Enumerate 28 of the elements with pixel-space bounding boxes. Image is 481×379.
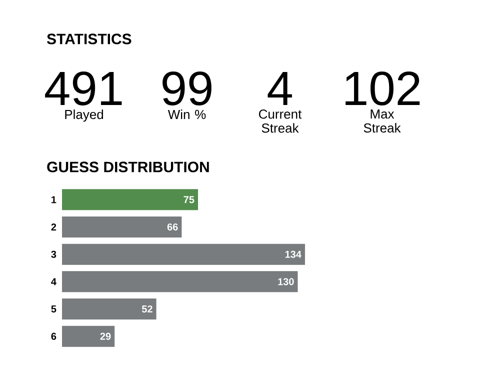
data-label: 102 bbox=[346, 71, 420, 106]
y-tick-label: 5 bbox=[51, 306, 56, 312]
bar bbox=[62, 189, 198, 210]
category-label: Played bbox=[65, 110, 104, 122]
data-label: 491 bbox=[45, 71, 122, 106]
category-label: Max Streak bbox=[364, 110, 401, 133]
data-label: 134 bbox=[285, 250, 302, 258]
y-tick-label: 3 bbox=[51, 250, 56, 258]
y-tick-label: 2 bbox=[51, 224, 56, 230]
y-tick-label: 1 bbox=[52, 196, 56, 204]
chart-title: GUESS DISTRIBUTION bbox=[47, 162, 209, 172]
bar bbox=[62, 298, 156, 320]
data-label: 99 bbox=[162, 71, 212, 106]
data-label: 66 bbox=[167, 223, 178, 231]
data-label: 4 bbox=[268, 72, 292, 105]
bar bbox=[62, 326, 115, 347]
data-label: 130 bbox=[278, 278, 294, 286]
bar bbox=[62, 271, 298, 292]
y-tick-label: 6 bbox=[51, 332, 56, 340]
category-label: Current Streak bbox=[258, 110, 302, 133]
text: STATISTICS bbox=[46, 34, 132, 44]
y-tick-label: 4 bbox=[51, 278, 56, 286]
data-label: 52 bbox=[142, 305, 152, 313]
bar bbox=[62, 244, 305, 265]
category-label: Win % bbox=[168, 110, 206, 120]
bar bbox=[62, 216, 182, 238]
data-label: 75 bbox=[184, 196, 194, 204]
data-label: 29 bbox=[100, 332, 111, 340]
